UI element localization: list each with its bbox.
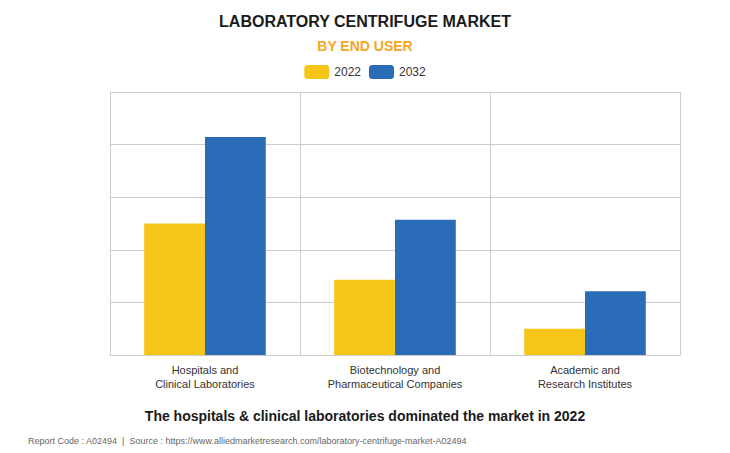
svg-text:BY END USER: BY END USER xyxy=(317,38,412,54)
svg-text:Academic and: Academic and xyxy=(550,364,620,376)
svg-text:Report Code : A02494 | Sourc: Report Code : A02494 | Source : https://… xyxy=(28,436,467,446)
svg-text:Clinical Laboratories: Clinical Laboratories xyxy=(155,378,255,390)
svg-text:The hospitals & clinical labor: The hospitals & clinical laboratories do… xyxy=(145,408,586,424)
svg-text:2022: 2022 xyxy=(334,65,361,79)
svg-text:Hospitals and: Hospitals and xyxy=(172,364,239,376)
svg-text:2032: 2032 xyxy=(399,65,426,79)
svg-text:Biotechnology and: Biotechnology and xyxy=(350,364,441,376)
svg-text:Research Institutes: Research Institutes xyxy=(538,378,633,390)
svg-text:Pharmaceutical Companies: Pharmaceutical Companies xyxy=(328,378,463,390)
svg-text:LABORATORY CENTRIFUGE MARKET: LABORATORY CENTRIFUGE MARKET xyxy=(219,13,511,30)
